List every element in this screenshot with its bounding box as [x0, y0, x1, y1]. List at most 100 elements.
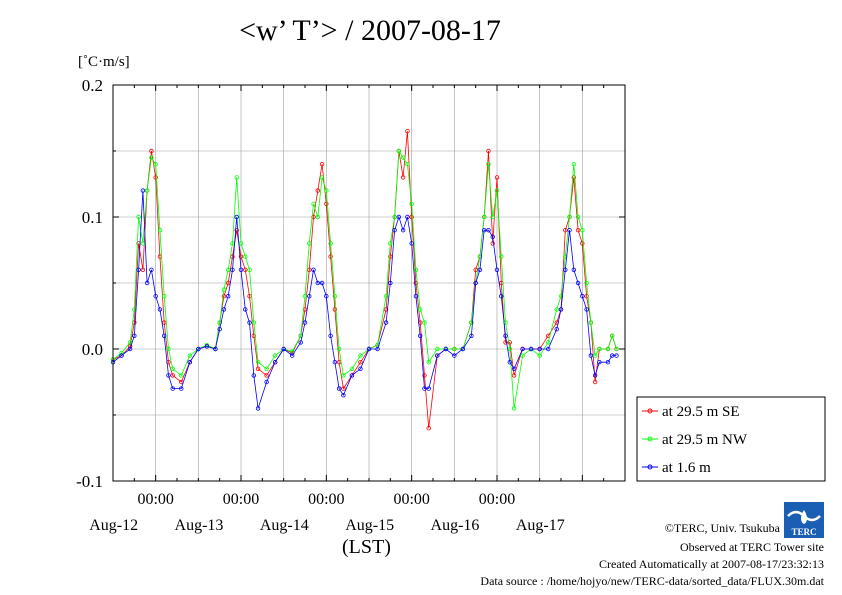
footer-copyright: ©TERC, Univ. Tsukuba	[664, 521, 780, 535]
data-point	[486, 161, 491, 167]
data-point	[528, 346, 534, 352]
data-point	[400, 227, 406, 233]
data-point	[375, 346, 380, 352]
data-point	[588, 320, 594, 325]
data-point	[396, 214, 402, 220]
data-point	[383, 294, 389, 299]
data-point	[132, 333, 137, 338]
data-point	[251, 373, 256, 378]
data-point	[460, 346, 466, 352]
data-point	[179, 373, 184, 378]
data-point	[234, 227, 239, 233]
data-point	[247, 267, 252, 272]
data-point	[119, 353, 124, 358]
data-point	[324, 188, 329, 193]
data-point	[315, 214, 320, 220]
data-point	[575, 214, 581, 220]
series-line	[112, 149, 617, 409]
data-point	[597, 360, 602, 365]
data-point	[319, 280, 325, 286]
data-point	[571, 175, 576, 180]
data-point	[311, 267, 316, 272]
data-point	[136, 267, 141, 272]
data-point	[225, 267, 231, 272]
terc-logo: TERC	[784, 502, 824, 538]
data-point	[328, 254, 333, 259]
data-point	[507, 360, 512, 365]
data-point	[469, 320, 474, 325]
data-point	[409, 201, 414, 206]
legend-swatch-marker	[647, 408, 653, 414]
series-2	[110, 188, 619, 411]
data-point	[511, 366, 517, 371]
data-point	[225, 294, 231, 299]
data-point	[255, 360, 261, 365]
logo-text: TERC	[791, 527, 816, 537]
data-point	[588, 353, 594, 358]
legend-label: at 29.5 m NW	[662, 432, 748, 448]
series-layer	[110, 128, 619, 431]
data-point	[546, 340, 551, 345]
legend-swatch-marker	[647, 436, 653, 442]
data-point	[482, 227, 487, 233]
data-point	[170, 386, 175, 391]
data-point	[328, 241, 333, 246]
series-line	[112, 190, 617, 409]
data-point	[144, 280, 150, 286]
data-point	[452, 346, 457, 352]
data-point	[217, 327, 222, 332]
data-point	[119, 350, 124, 356]
y-tick-label: 0.0	[82, 340, 103, 359]
data-point	[592, 379, 598, 385]
data-point	[392, 214, 397, 220]
data-point	[490, 241, 495, 246]
data-point	[580, 227, 585, 233]
data-point	[452, 353, 457, 358]
data-point	[272, 360, 278, 365]
data-point	[136, 214, 141, 220]
data-point	[243, 267, 248, 272]
data-point	[324, 201, 329, 206]
data-point	[324, 294, 329, 299]
data-point	[204, 342, 210, 348]
data-point	[405, 128, 410, 134]
data-point	[144, 188, 150, 193]
data-point	[298, 340, 303, 345]
data-point	[418, 307, 423, 312]
data-point	[499, 254, 504, 259]
data-point	[366, 346, 372, 352]
data-point	[490, 234, 495, 239]
data-point	[605, 346, 611, 352]
x-date-label: Aug-15	[345, 517, 394, 534]
data-point	[558, 307, 564, 312]
data-point	[170, 373, 175, 378]
data-point	[157, 307, 163, 312]
data-point	[409, 214, 414, 220]
data-point	[520, 346, 525, 352]
data-point	[413, 294, 419, 299]
data-point	[400, 175, 406, 180]
data-point	[140, 267, 146, 272]
x-time-tick-label: 00:00	[479, 491, 515, 508]
data-point	[149, 148, 154, 154]
data-point	[166, 346, 171, 352]
data-point	[153, 175, 158, 180]
data-point	[149, 267, 154, 272]
data-point	[418, 333, 423, 338]
data-point	[605, 360, 611, 365]
footer-observed: Observed at TERC Tower site	[679, 540, 824, 554]
x-time-tick-label: 00:00	[223, 491, 259, 508]
data-point	[358, 353, 363, 358]
data-point	[341, 373, 346, 378]
data-point	[153, 161, 158, 167]
data-point	[490, 214, 495, 220]
data-point	[597, 346, 602, 352]
data-point	[392, 227, 397, 233]
data-point	[328, 333, 333, 338]
data-point	[315, 188, 320, 193]
data-point	[311, 201, 316, 206]
x-time-tick-label: 00:00	[137, 491, 173, 508]
data-point	[592, 353, 598, 358]
y-tick-label: 0.2	[82, 76, 103, 95]
data-point	[409, 241, 414, 246]
